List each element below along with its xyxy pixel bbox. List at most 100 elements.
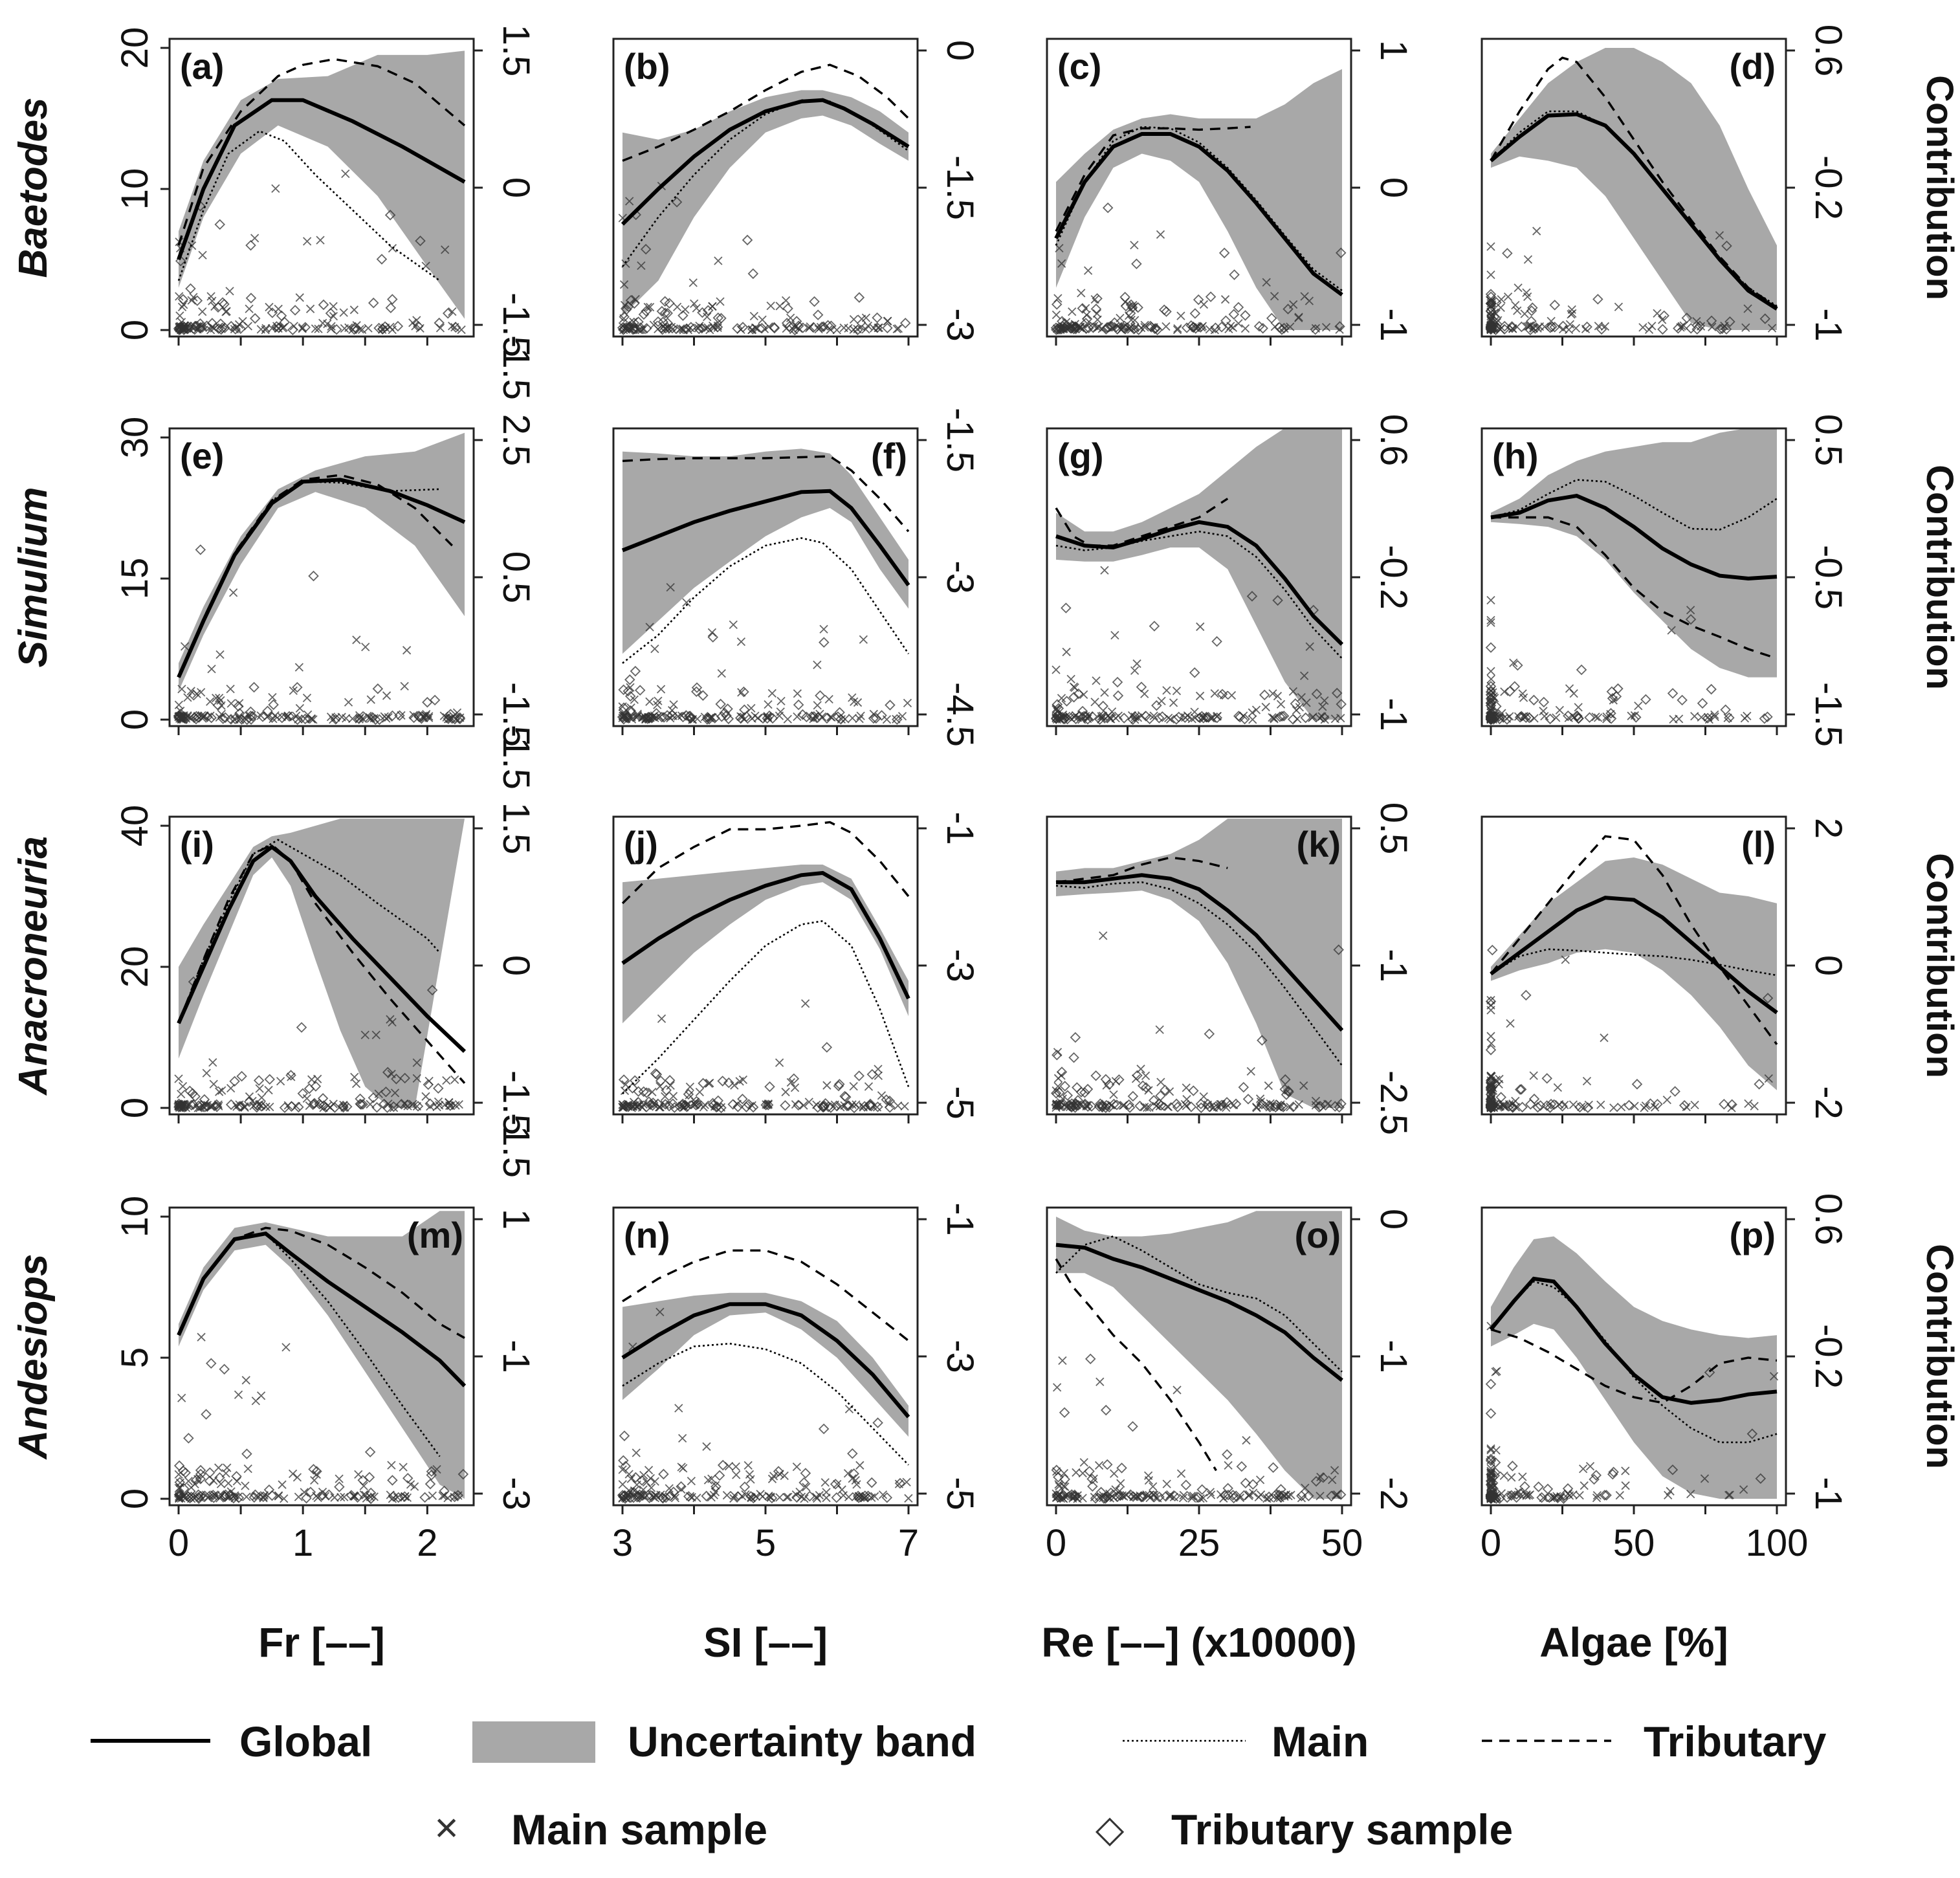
tributary-sample-point bbox=[739, 1481, 751, 1492]
main-sample-point bbox=[731, 1462, 740, 1472]
main-sample-point bbox=[1650, 1103, 1660, 1112]
tributary-sample-point bbox=[279, 1102, 291, 1113]
tributary-sample-point bbox=[1331, 687, 1343, 699]
tributary-sample-point bbox=[329, 1102, 340, 1113]
tributary-sample-point bbox=[1079, 1087, 1090, 1098]
tributary-sample-point bbox=[793, 699, 804, 711]
uncertainty-band bbox=[1491, 428, 1777, 678]
tributary-sample-point bbox=[1189, 667, 1200, 678]
tributary-sample-point bbox=[698, 1077, 709, 1089]
x-axis-title-re: Re [––] (x10000) bbox=[1041, 1619, 1356, 1666]
panel-a: 0 10 20 1.5 0 -1.5-1.5 (a) bbox=[114, 25, 537, 400]
main-sample-point bbox=[1129, 1492, 1138, 1501]
main-sample-point bbox=[1228, 323, 1238, 332]
tributary-sample-point bbox=[424, 1098, 435, 1109]
main-sample-point bbox=[1057, 259, 1066, 268]
main-sample-point bbox=[188, 241, 197, 250]
tributary-sample-point bbox=[707, 632, 719, 643]
tributary-sample-point bbox=[1517, 1101, 1528, 1113]
tributary-sample-point bbox=[1085, 1353, 1096, 1365]
x-tick-label: 50 bbox=[1321, 1522, 1363, 1564]
tributary-sample-point bbox=[1180, 1479, 1192, 1491]
main-sample-point bbox=[1222, 1099, 1231, 1109]
tributary-sample-point bbox=[791, 316, 802, 327]
main-sample-point bbox=[1052, 1467, 1061, 1476]
main-sample-point bbox=[198, 307, 207, 316]
main-sample-point bbox=[339, 308, 348, 317]
main-sample-point bbox=[857, 322, 866, 331]
main-curve bbox=[1490, 948, 1778, 977]
main-sample-point bbox=[1507, 1473, 1516, 1482]
main-sample-point bbox=[1058, 1356, 1067, 1365]
main-sample-point bbox=[1071, 711, 1081, 720]
main-sample-point bbox=[1724, 1490, 1734, 1500]
tributary-sample-point bbox=[173, 1489, 185, 1501]
main-sample-point bbox=[811, 1492, 821, 1501]
main-sample-point bbox=[619, 326, 628, 335]
main-sample-point bbox=[265, 302, 274, 312]
main-sample-point bbox=[775, 1493, 784, 1502]
main-sample-point bbox=[1169, 698, 1178, 707]
tributary-sample-point bbox=[660, 1492, 672, 1503]
x-tick-label: 1 bbox=[292, 1522, 313, 1564]
tributary-sample-point bbox=[1131, 258, 1142, 270]
main-sample-point bbox=[743, 1461, 753, 1470]
tributary-sample-point bbox=[1230, 1098, 1242, 1110]
tributary-sample-point bbox=[1334, 1101, 1345, 1113]
tributary-sample-point bbox=[449, 1491, 460, 1503]
tributary-sample-point bbox=[853, 1492, 864, 1503]
main-sample-point bbox=[625, 197, 634, 206]
main-sample-point bbox=[1293, 714, 1302, 724]
main-sample-point bbox=[1219, 1494, 1228, 1503]
uncertainty-band bbox=[179, 432, 465, 692]
right-tick-label: -5 bbox=[939, 1086, 981, 1120]
tributary-curve bbox=[1055, 126, 1251, 232]
main-sample-point bbox=[384, 713, 393, 722]
main-sample-point bbox=[399, 1463, 408, 1472]
tributary-sample-point bbox=[1086, 711, 1098, 722]
main-sample-point bbox=[271, 184, 280, 193]
tributary-sample-point bbox=[1319, 712, 1330, 723]
tributary-sample-point bbox=[1277, 1101, 1289, 1112]
tributary-sample-point bbox=[1485, 1493, 1497, 1505]
tributary-sample-point bbox=[1216, 1099, 1228, 1110]
main-sample-point bbox=[1299, 671, 1309, 680]
main-sample-point bbox=[1767, 324, 1777, 333]
main-sample-point bbox=[323, 319, 332, 329]
main-sample-point bbox=[1686, 1489, 1695, 1499]
global-curve bbox=[177, 478, 466, 678]
main-sample-point bbox=[1602, 714, 1611, 724]
tributary-sample-point bbox=[442, 307, 454, 319]
main-sample-point bbox=[1144, 1475, 1154, 1485]
tributary-sample-point bbox=[1073, 1099, 1084, 1111]
tributary-sample-point bbox=[271, 321, 282, 332]
tributary-sample-point bbox=[853, 1070, 864, 1081]
main-sample-point bbox=[1323, 1099, 1332, 1109]
main-sample-point bbox=[1099, 931, 1108, 940]
y-tick-label: 30 bbox=[114, 417, 156, 459]
tributary-sample-point bbox=[1171, 1098, 1182, 1110]
main-sample-point bbox=[1567, 305, 1576, 315]
tributary-sample-point bbox=[1336, 1098, 1347, 1109]
tributary-sample-point bbox=[1222, 1449, 1233, 1460]
tributary-sample-point bbox=[872, 312, 883, 324]
tributary-sample-point bbox=[747, 268, 759, 280]
main-sample-point bbox=[1740, 714, 1750, 723]
main-sample-point bbox=[1328, 1475, 1337, 1485]
main-sample-point bbox=[201, 1490, 211, 1499]
tributary-sample-point bbox=[641, 1087, 652, 1098]
tributary-sample-point bbox=[1667, 688, 1679, 699]
main-sample-point bbox=[670, 1491, 679, 1501]
main-sample-point bbox=[1725, 1490, 1734, 1499]
tributary-sample-point bbox=[264, 1074, 276, 1085]
tributary-sample-point bbox=[1169, 1490, 1180, 1502]
tributary-sample-point bbox=[1541, 1073, 1553, 1084]
tributary-sample-point bbox=[618, 1455, 629, 1466]
main-sample-point bbox=[1507, 1490, 1516, 1499]
main-sample-point bbox=[1111, 1077, 1121, 1086]
main-sample-point bbox=[650, 645, 659, 654]
tributary-sample-point bbox=[1485, 1378, 1497, 1390]
main-sample-point bbox=[1057, 694, 1066, 703]
main-sample-point bbox=[902, 1477, 911, 1486]
main-sample-point bbox=[412, 1074, 421, 1083]
